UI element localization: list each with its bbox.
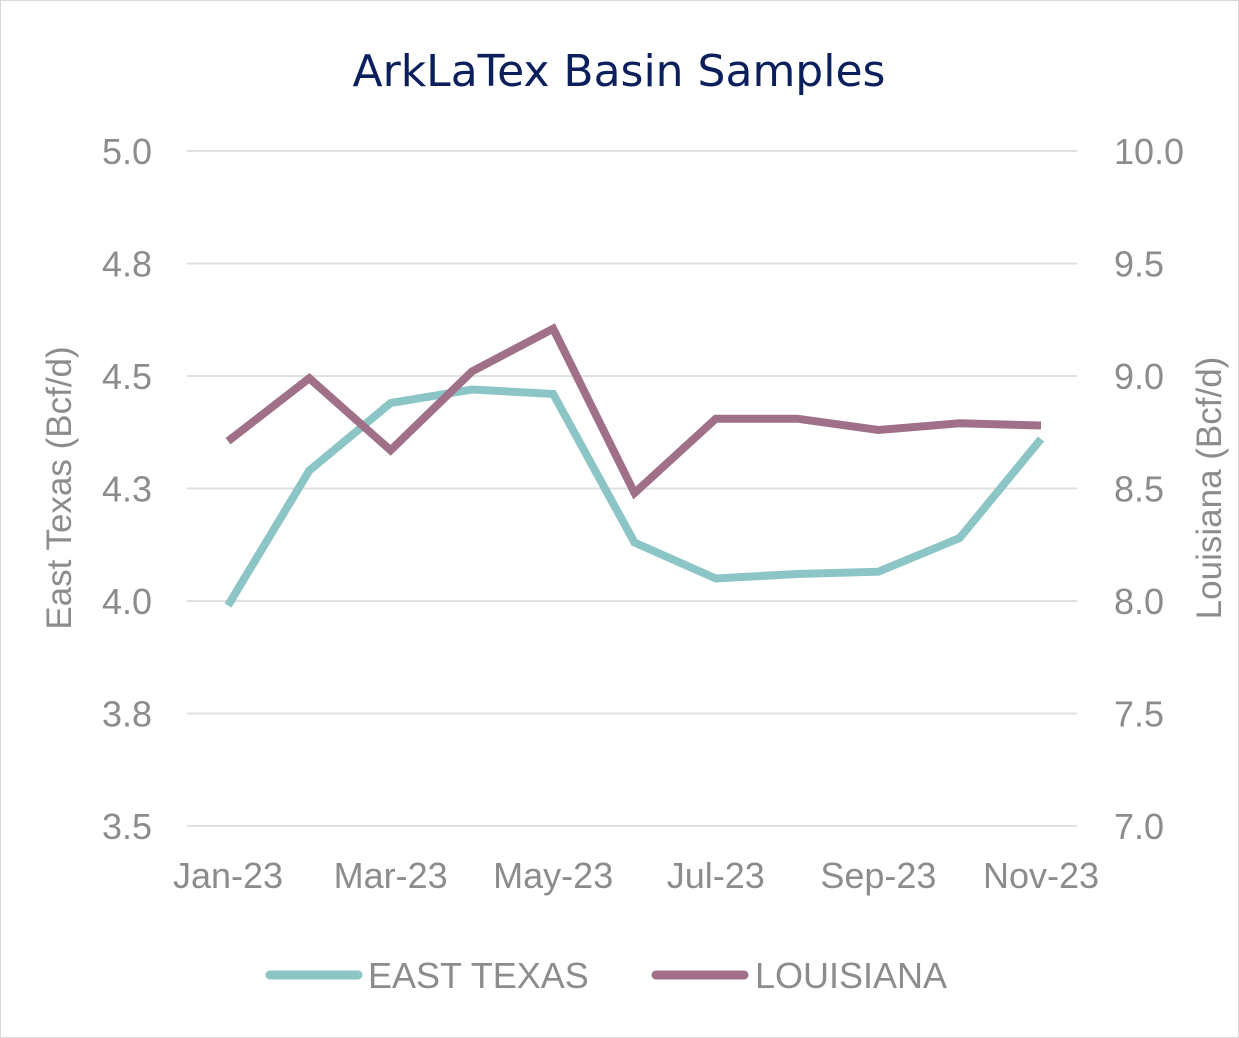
right-axis-label: Louisiana (Bcf/d) (1190, 357, 1229, 620)
right-tick-label: 8.5 (1114, 469, 1164, 510)
left-tick-label: 3.5 (102, 806, 152, 847)
left-tick-label: 4.5 (102, 356, 152, 397)
chart-title: ArkLaTex Basin Samples (353, 46, 886, 97)
legend: EAST TEXAS LOUISIANA (265, 955, 947, 996)
left-tick-label: 4.0 (102, 581, 152, 622)
right-tick-label: 8.0 (1114, 581, 1164, 622)
legend-label-louisiana: LOUISIANA (755, 955, 947, 996)
x-tick-label: Jul-23 (667, 855, 765, 896)
right-tick-label: 10.0 (1114, 131, 1184, 172)
right-tick-label: 9.5 (1114, 244, 1164, 285)
left-tick-label: 5.0 (102, 131, 152, 172)
right-tick-label: 7.5 (1114, 694, 1164, 735)
right-tick-label: 7.0 (1114, 806, 1164, 847)
left-tick-label: 4.8 (102, 244, 152, 285)
gridlines (187, 150, 1077, 827)
x-tick-label: May-23 (493, 855, 613, 896)
left-tick-label: 3.8 (102, 694, 152, 735)
x-tick-label: Nov-23 (983, 855, 1099, 896)
right-tick-label: 9.0 (1114, 356, 1164, 397)
x-axis-ticks: Jan-23 Mar-23 May-23 Jul-23 Sep-23 Nov-23 (173, 855, 1099, 896)
legend-label-east-texas: EAST TEXAS (368, 955, 589, 996)
series-lines (224, 323, 1045, 608)
series-line-louisiana (225, 323, 1042, 500)
left-axis-ticks: 5.0 4.8 4.5 4.3 4.0 3.8 3.5 (102, 131, 152, 847)
left-tick-label: 4.3 (102, 469, 152, 510)
left-axis-label: East Texas (Bcf/d) (40, 346, 79, 629)
right-axis-ticks: 10.0 9.5 9.0 8.5 8.0 7.5 7.0 (1114, 131, 1184, 847)
x-tick-label: Jan-23 (173, 855, 283, 896)
x-tick-label: Sep-23 (820, 855, 936, 896)
x-tick-label: Mar-23 (334, 855, 448, 896)
